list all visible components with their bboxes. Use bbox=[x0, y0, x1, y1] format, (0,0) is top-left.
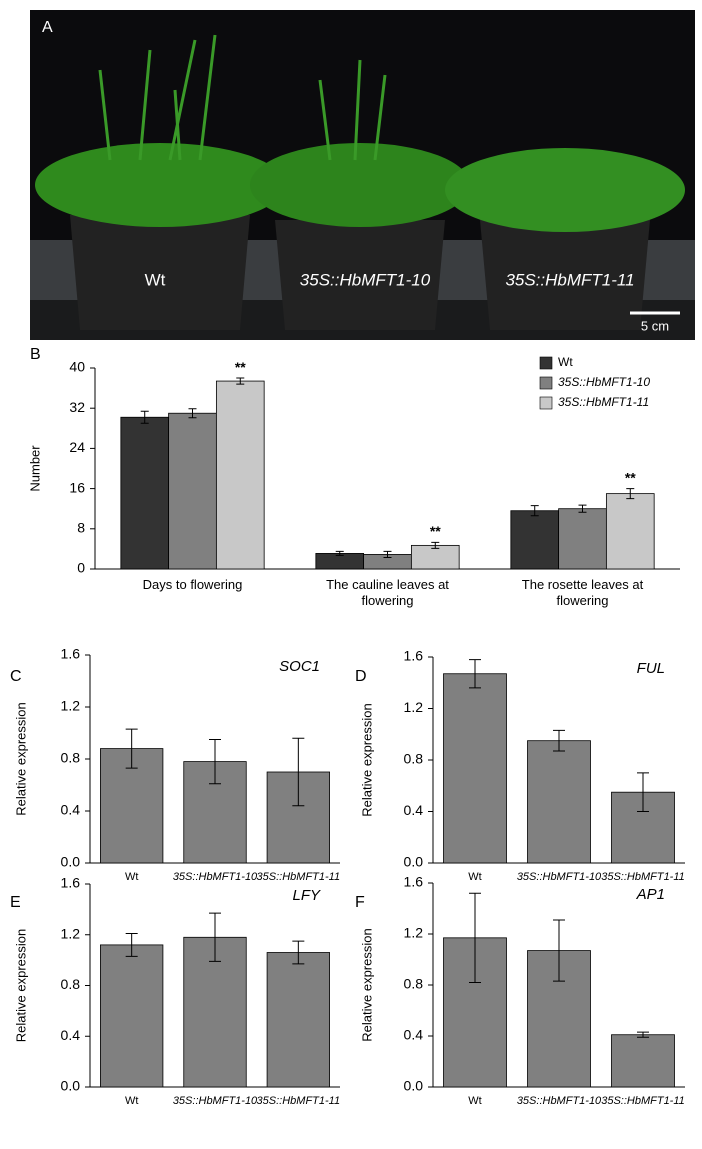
annotation: ** bbox=[235, 359, 246, 375]
plant bbox=[445, 148, 685, 232]
legend-swatch bbox=[540, 357, 552, 369]
y-tick-label: 0.4 bbox=[61, 1027, 81, 1043]
x-tick-label: 35S::HbMFT1-11 bbox=[257, 871, 341, 883]
x-tick-label: The cauline leaves at flowering bbox=[308, 577, 468, 609]
chart-title: LFY bbox=[292, 887, 321, 904]
panel-label: D bbox=[355, 668, 367, 685]
chart-title: AP1 bbox=[636, 886, 665, 903]
y-tick-label: 1.2 bbox=[404, 699, 424, 715]
chart-title: FUL bbox=[637, 660, 665, 677]
y-tick-label: 0.0 bbox=[404, 854, 424, 870]
photo-label: 35S::HbMFT1-11 bbox=[505, 270, 634, 289]
y-tick-label: 0.4 bbox=[404, 802, 424, 818]
y-axis-label: Relative expression bbox=[13, 929, 28, 1042]
y-tick-label: 0.8 bbox=[61, 976, 81, 992]
x-tick-label: Wt bbox=[468, 871, 481, 883]
bar bbox=[559, 509, 607, 569]
x-tick-label: Days to flowering bbox=[113, 577, 273, 593]
y-tick-label: 0.0 bbox=[61, 854, 81, 870]
photo-label: 35S::HbMFT1-10 bbox=[300, 270, 431, 289]
x-tick-label: 35S::HbMFT1-10 bbox=[517, 1095, 602, 1107]
y-tick-label: 1.6 bbox=[404, 648, 424, 664]
y-tick-label: 16 bbox=[69, 479, 85, 495]
x-tick-label: Wt bbox=[125, 871, 138, 883]
x-tick-label: 35S::HbMFT1-11 bbox=[601, 1095, 685, 1107]
photo: A Wt 35S::HbMFT1-10 35S::HbMFT1-11 5 cm bbox=[30, 10, 695, 340]
x-tick-label: 35S::HbMFT1-11 bbox=[601, 871, 685, 883]
x-tick-label: Wt bbox=[125, 1095, 138, 1107]
annotation: ** bbox=[625, 469, 636, 485]
y-tick-label: 0.4 bbox=[404, 1027, 424, 1043]
y-tick-label: 1.6 bbox=[61, 875, 81, 891]
chart-title: SOC1 bbox=[279, 658, 320, 675]
panel-label: F bbox=[355, 894, 365, 911]
bar bbox=[216, 381, 264, 569]
legend-label: 35S::HbMFT1-11 bbox=[558, 395, 649, 409]
chart: A Wt 35S::HbMFT1-10 35S::HbMFT1-11 5 cm … bbox=[0, 0, 702, 1149]
panel-label: C bbox=[10, 668, 22, 685]
y-tick-label: 0.0 bbox=[404, 1078, 424, 1094]
x-tick-label: 35S::HbMFT1-10 bbox=[173, 1095, 258, 1107]
bar bbox=[612, 1035, 675, 1087]
panel-label: B bbox=[30, 346, 41, 363]
y-tick-label: 24 bbox=[69, 439, 85, 455]
panel-label: A bbox=[42, 19, 53, 36]
y-axis-label: Relative expression bbox=[359, 928, 374, 1041]
legend-swatch bbox=[540, 397, 552, 409]
x-tick-label: 35S::HbMFT1-10 bbox=[517, 871, 602, 883]
bar bbox=[444, 674, 507, 863]
bar bbox=[100, 945, 162, 1087]
bar bbox=[169, 413, 217, 569]
legend-swatch bbox=[540, 377, 552, 389]
y-tick-label: 0.0 bbox=[61, 1078, 81, 1094]
y-axis-label: Relative expression bbox=[359, 703, 374, 816]
y-tick-label: 0.8 bbox=[404, 751, 424, 767]
legend-label: Wt bbox=[558, 355, 573, 369]
y-tick-label: 1.2 bbox=[404, 925, 424, 941]
y-tick-label: 40 bbox=[69, 359, 85, 375]
legend-label: 35S::HbMFT1-10 bbox=[558, 375, 650, 389]
y-axis-label: Number bbox=[27, 445, 42, 492]
x-tick-label: 35S::HbMFT1-10 bbox=[173, 871, 258, 883]
plant bbox=[250, 143, 470, 227]
bar bbox=[411, 545, 459, 569]
scale-label: 5 cm bbox=[641, 318, 669, 333]
y-tick-label: 0.8 bbox=[61, 750, 81, 766]
bar bbox=[606, 494, 654, 569]
figure: A Wt 35S::HbMFT1-10 35S::HbMFT1-11 5 cm … bbox=[0, 0, 702, 1149]
bar bbox=[528, 741, 591, 863]
bar bbox=[267, 953, 330, 1087]
x-tick-label: Wt bbox=[468, 1095, 481, 1107]
y-tick-label: 0 bbox=[77, 560, 85, 576]
y-axis-label: Relative expression bbox=[13, 702, 28, 815]
y-tick-label: 32 bbox=[69, 399, 85, 415]
y-tick-label: 1.6 bbox=[61, 646, 81, 662]
photo-label: Wt bbox=[145, 270, 166, 289]
bar bbox=[121, 417, 169, 569]
bar bbox=[511, 511, 559, 569]
x-tick-label: The rosette leaves at flowering bbox=[503, 577, 663, 609]
y-tick-label: 8 bbox=[77, 520, 85, 536]
x-tick-label: 35S::HbMFT1-11 bbox=[257, 1095, 341, 1107]
y-tick-label: 0.8 bbox=[404, 976, 424, 992]
plant bbox=[35, 143, 285, 227]
annotation: ** bbox=[430, 523, 441, 539]
y-tick-label: 0.4 bbox=[61, 802, 81, 818]
y-tick-label: 1.2 bbox=[61, 925, 81, 941]
panel-label: E bbox=[10, 894, 21, 911]
y-tick-label: 1.6 bbox=[404, 874, 424, 890]
y-tick-label: 1.2 bbox=[61, 698, 81, 714]
